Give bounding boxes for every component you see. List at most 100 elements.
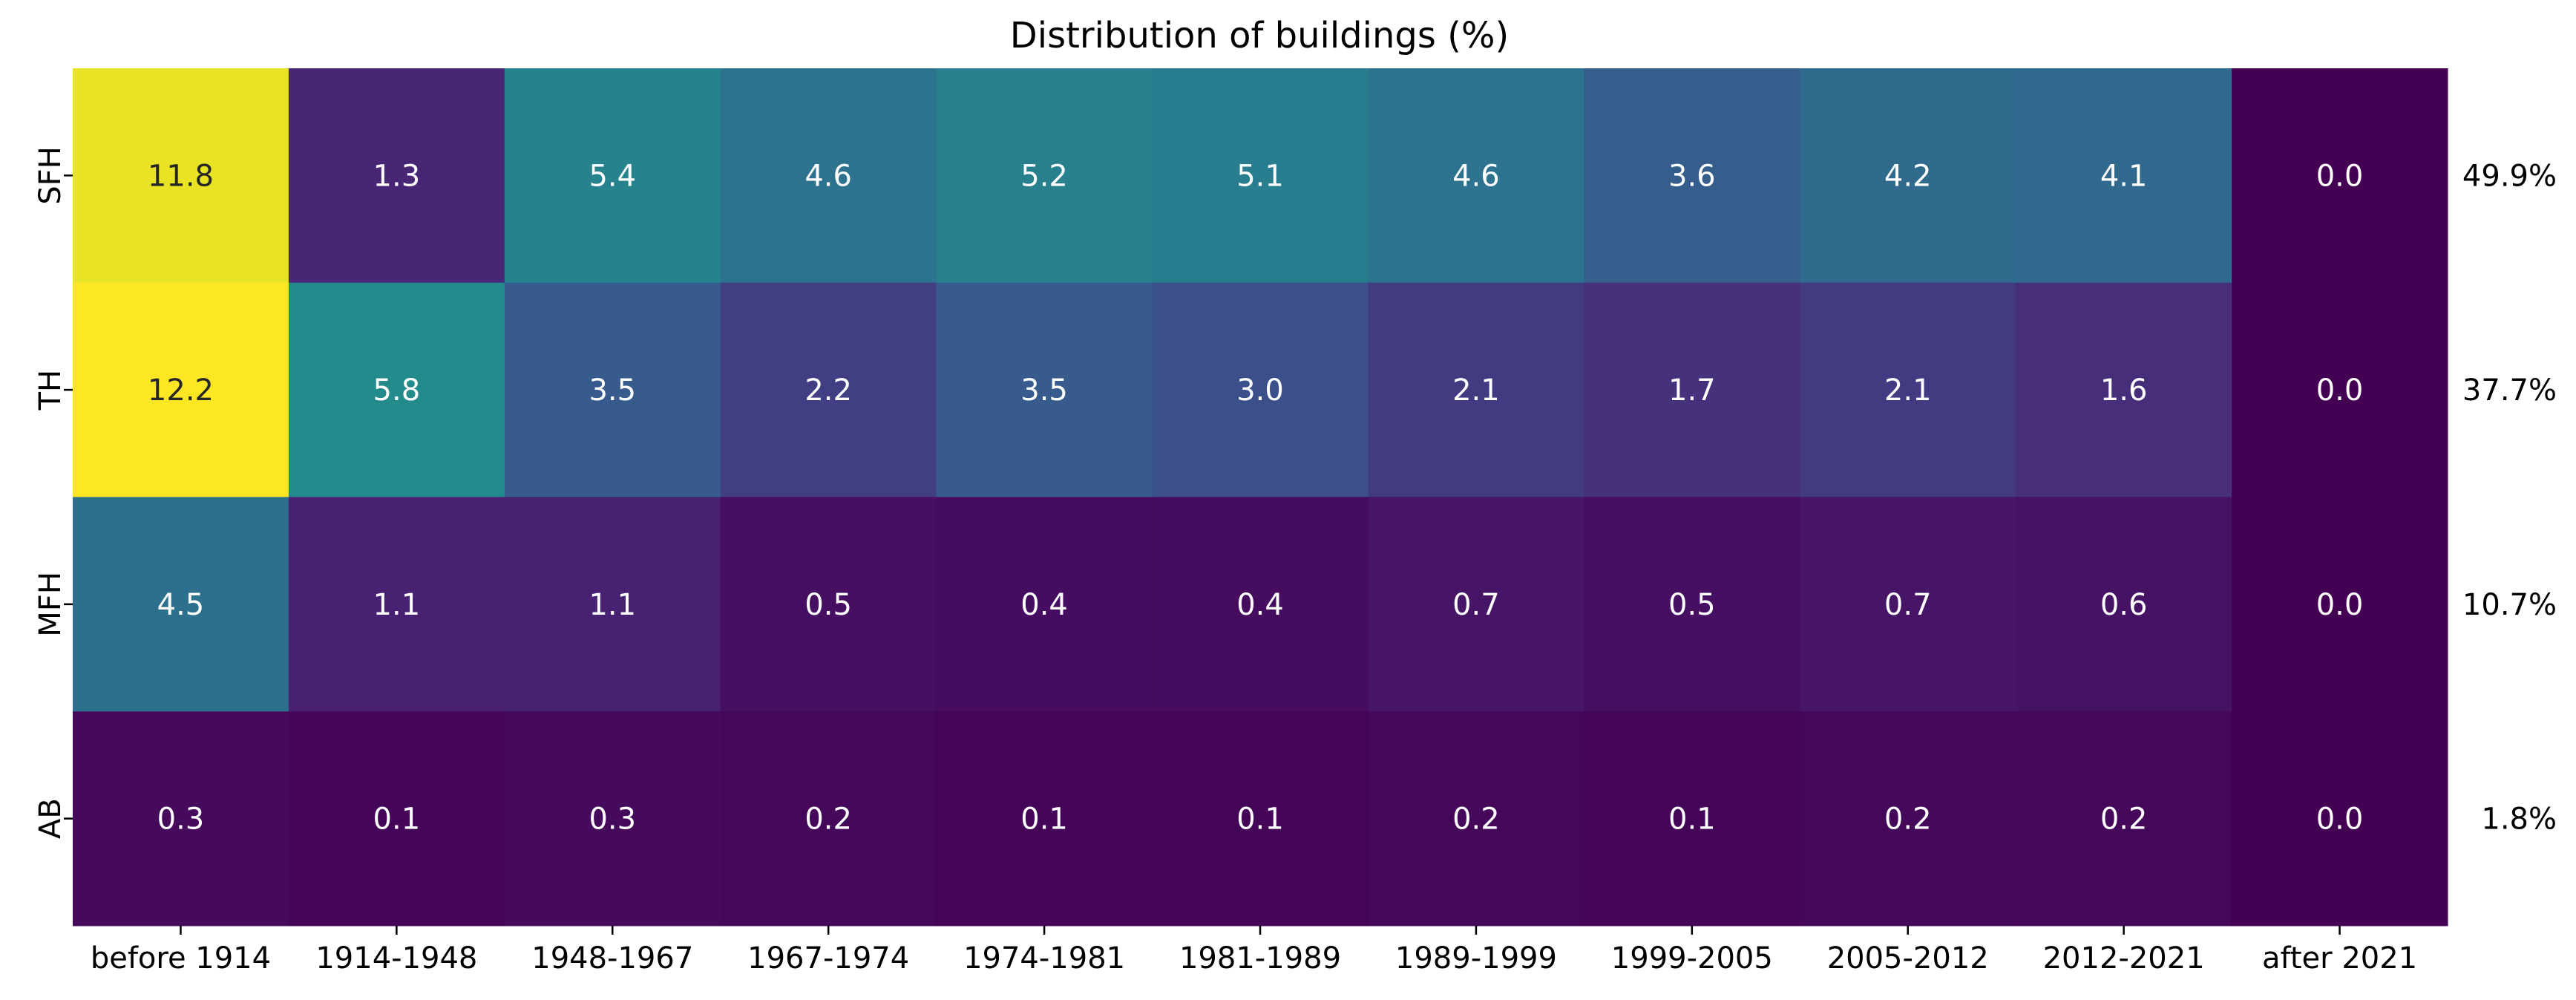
heatmap-cell-mfh-9 xyxy=(2016,497,2232,712)
cell-value-label: 0.4 xyxy=(1236,588,1284,622)
heatmap-cell-ab-4 xyxy=(936,711,1153,927)
heatmap-cell-ab-3 xyxy=(720,711,937,927)
row-totals: 49.9% 37.7% 10.7% 1.8% xyxy=(2462,159,2557,836)
heatmap-cell-ab-10 xyxy=(2232,711,2448,927)
y-tick-label: MFH xyxy=(33,572,68,637)
cell-value-label: 3.0 xyxy=(1236,373,1284,408)
x-tick-label: 1981-1989 xyxy=(1179,941,1341,976)
heatmap-cell-th-4 xyxy=(936,282,1153,497)
heatmap-cell-th-9 xyxy=(2016,282,2232,497)
heatmap-cell-mfh-8 xyxy=(1800,497,2016,712)
heatmap-cell-sfh-10 xyxy=(2232,68,2448,284)
cell-value-label: 5.2 xyxy=(1020,159,1068,193)
cell-value-label: 0.7 xyxy=(1884,588,1932,622)
heatmap-cell-mfh-6 xyxy=(1368,497,1584,712)
chart-title: Distribution of buildings (%) xyxy=(1010,15,1509,56)
cell-value-label: 0.0 xyxy=(2316,803,2364,837)
heatmap-cell-ab-7 xyxy=(1584,711,1800,927)
cell-value-label: 0.2 xyxy=(2100,803,2148,837)
cell-value-label: 2.1 xyxy=(1452,373,1500,408)
x-tick-label: before 1914 xyxy=(91,941,271,976)
heatmap-cell-sfh-9 xyxy=(2016,68,2232,284)
cell-value-label: 4.5 xyxy=(157,588,205,622)
cell-value-label: 1.7 xyxy=(1668,373,1716,408)
heatmap-cell-ab-5 xyxy=(1152,711,1369,927)
cell-value-label: 1.3 xyxy=(373,159,421,193)
row-total-label: 37.7% xyxy=(2462,373,2557,408)
y-tick-label: SFH xyxy=(33,146,68,204)
x-tick-label: after 2021 xyxy=(2262,941,2417,976)
heatmap-cell-ab-2 xyxy=(504,711,721,927)
heatmap-cell-sfh-8 xyxy=(1800,68,2016,284)
cell-value-label: 4.2 xyxy=(1884,159,1932,193)
row-total-label: 10.7% xyxy=(2462,588,2557,622)
cell-value-label: 0.1 xyxy=(1668,803,1716,837)
y-axis: SFH TH MFH AB xyxy=(33,146,73,839)
cell-value-label: 0.2 xyxy=(1884,803,1932,837)
cell-value-label: 2.1 xyxy=(1884,373,1932,408)
x-tick-label: 1989-1999 xyxy=(1395,941,1557,976)
cell-value-label: 0.4 xyxy=(1020,588,1068,622)
cell-value-label: 4.6 xyxy=(804,159,852,193)
cell-value-label: 0.3 xyxy=(157,803,205,837)
heatmap-cell-mfh-2 xyxy=(504,497,721,712)
heatmap-cell-sfh-2 xyxy=(504,68,721,284)
cell-value-label: 0.1 xyxy=(1236,803,1284,837)
heatmap-cell-mfh-7 xyxy=(1584,497,1800,712)
row-total-label: 1.8% xyxy=(2481,803,2557,837)
x-tick-label: 1914-1948 xyxy=(315,941,477,976)
y-tick-label: AB xyxy=(33,798,68,839)
heatmap-cell-sfh-0 xyxy=(73,68,289,284)
cell-value-label: 1.1 xyxy=(373,588,421,622)
cell-labels: 11.8 1.3 5.4 4.6 5.2 5.1 4.6 3.6 4.2 4.1 0.0 12.2 5.… xyxy=(148,159,2363,836)
heatmap-cells xyxy=(73,68,2448,927)
x-tick-label: 1967-1974 xyxy=(747,941,909,976)
heatmap-cell-ab-1 xyxy=(288,711,505,927)
cell-value-label: 0.7 xyxy=(1452,588,1500,622)
heatmap-cell-sfh-1 xyxy=(288,68,505,284)
heatmap-cell-mfh-4 xyxy=(936,497,1153,712)
heatmap-cell-th-0 xyxy=(73,282,289,497)
cell-value-label: 1.6 xyxy=(2100,373,2148,408)
x-tick-label: 1974-1981 xyxy=(963,941,1125,976)
row-total-label: 49.9% xyxy=(2462,159,2557,193)
cell-value-label: 2.2 xyxy=(804,373,852,408)
cell-value-label: 0.2 xyxy=(1452,803,1500,837)
heatmap-cell-th-8 xyxy=(1800,282,2016,497)
cell-value-label: 0.6 xyxy=(2100,588,2148,622)
heatmap-cell-ab-6 xyxy=(1368,711,1584,927)
cell-value-label: 5.1 xyxy=(1236,159,1284,193)
cell-value-label: 4.1 xyxy=(2100,159,2148,193)
x-axis: before 1914 1914-1948 1948-1967 1967-1974 19… xyxy=(91,926,2417,976)
heatmap-cell-sfh-5 xyxy=(1152,68,1369,284)
cell-value-label: 0.1 xyxy=(1020,803,1068,837)
heatmap-cell-th-1 xyxy=(288,282,505,497)
cell-value-label: 0.3 xyxy=(589,803,636,837)
heatmap-cell-th-7 xyxy=(1584,282,1800,497)
heatmap-cell-th-10 xyxy=(2232,282,2448,497)
heatmap-cell-mfh-3 xyxy=(720,497,937,712)
heatmap-cell-ab-0 xyxy=(73,711,289,927)
heatmap-cell-th-3 xyxy=(720,282,937,497)
cell-value-label: 3.6 xyxy=(1668,159,1716,193)
heatmap-cell-ab-9 xyxy=(2016,711,2232,927)
heatmap-cell-sfh-6 xyxy=(1368,68,1584,284)
cell-value-label: 0.2 xyxy=(804,803,852,837)
heatmap-cell-mfh-0 xyxy=(73,497,289,712)
cell-value-label: 0.0 xyxy=(2316,159,2364,193)
x-tick-label: 1999-2005 xyxy=(1611,941,1773,976)
cell-value-label: 3.5 xyxy=(589,373,636,408)
heatmap-cell-sfh-7 xyxy=(1584,68,1800,284)
heatmap-cell-th-6 xyxy=(1368,282,1584,497)
cell-value-label: 0.1 xyxy=(373,803,421,837)
cell-value-label: 5.4 xyxy=(589,159,636,193)
x-tick-label: 2005-2012 xyxy=(1827,941,1989,976)
heatmap-cell-sfh-3 xyxy=(720,68,937,284)
x-tick-label: 2012-2021 xyxy=(2043,941,2205,976)
cell-value-label: 0.5 xyxy=(804,588,852,622)
cell-value-label: 0.0 xyxy=(2316,373,2364,408)
heatmap-cell-th-5 xyxy=(1152,282,1369,497)
cell-value-label: 4.6 xyxy=(1452,159,1500,193)
cell-value-label: 1.1 xyxy=(589,588,636,622)
